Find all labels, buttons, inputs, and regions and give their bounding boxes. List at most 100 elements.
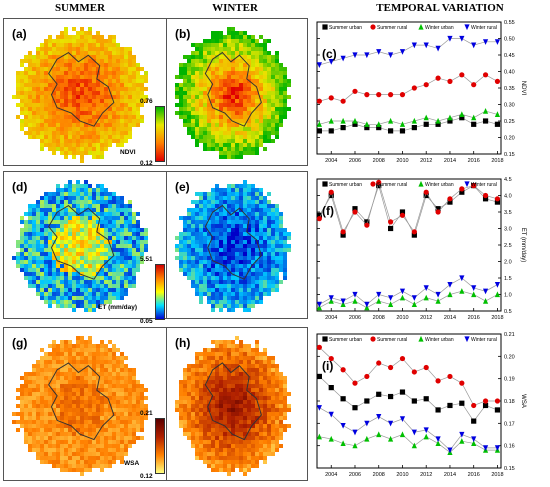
header-winter: WINTER (212, 2, 258, 14)
data-point-summer_urban (316, 373, 322, 380)
map-raster (4, 19, 167, 165)
data-point-winter_urban (364, 121, 370, 127)
data-point-winter_rural (423, 42, 429, 49)
data-point-winter_rural (482, 288, 489, 295)
data-point-summer_urban (364, 398, 370, 404)
data-point-summer_rural (388, 92, 394, 98)
data-point-summer_urban (494, 121, 501, 127)
map-panel-wsa-winter: (h) (166, 327, 308, 481)
colorbar-ndvi (155, 106, 165, 162)
data-point-summer_urban (471, 121, 477, 127)
legend-marker-summer_rural (370, 24, 376, 30)
y-tick-label: 0.21 (504, 332, 515, 338)
y-tick-label: 2.0 (504, 260, 512, 266)
data-point-summer_urban (376, 183, 382, 189)
data-point-summer_rural (399, 212, 406, 218)
map-raster (4, 328, 167, 480)
city-boundary-outer (49, 363, 114, 440)
y-tick-label: 4.5 (504, 177, 512, 183)
x-tick-label: 2012 (420, 158, 432, 164)
series-line-winter_rural (319, 407, 498, 451)
map-panel-wsa-summer: (g) (3, 327, 168, 481)
panel-letter: (d) (12, 180, 28, 194)
data-point-summer_rural (471, 82, 477, 88)
data-point-summer_rural (423, 189, 429, 195)
x-tick-label: 2004 (325, 158, 337, 164)
data-point-summer_urban (494, 199, 501, 205)
data-point-winter_rural (494, 282, 501, 288)
data-point-summer_rural (388, 364, 394, 371)
data-point-summer_urban (471, 418, 477, 424)
data-point-winter_urban (352, 442, 358, 449)
data-point-summer_urban (340, 125, 346, 131)
data-point-summer_rural (328, 95, 334, 101)
panel-letter: (b) (175, 27, 191, 41)
colorbar-ndvi-min: 0.12 (140, 160, 153, 167)
y-tick-label: 1.0 (504, 293, 512, 299)
y-tick-label: 0.55 (504, 20, 515, 26)
data-point-winter_urban (328, 117, 334, 124)
data-point-summer_urban (352, 121, 358, 127)
data-point-winter_urban (376, 431, 382, 438)
data-point-summer_urban (388, 393, 394, 400)
data-point-winter_rural (388, 420, 394, 427)
chart-ndvi-temporal: 0.15 0.20 0.25 0.30 0.35 0.40 0.45 0.50 0.55 2004… (316, 20, 526, 164)
legend-label-summer_rural: Summer rural (377, 337, 407, 343)
data-point-summer_rural (423, 82, 429, 88)
data-point-winter_rural (411, 429, 417, 436)
x-tick-label: 2010 (396, 158, 408, 164)
data-point-winter_urban (364, 435, 370, 442)
data-point-summer_urban (459, 189, 465, 195)
data-point-winter_rural (435, 45, 441, 52)
chart-wsa-temporal: 0.15 0.16 0.17 0.18 0.19 0.20 0.21 2004 2006 2008… (316, 332, 526, 478)
data-point-winter_urban (376, 121, 382, 127)
data-point-winter_rural (494, 445, 501, 451)
x-tick-label: 2004 (325, 315, 337, 321)
colorbar-et-max: 5.51 (140, 256, 153, 263)
x-tick-label: 2016 (468, 158, 480, 164)
series-line-winter_rural (319, 277, 498, 305)
data-point-summer_urban (399, 128, 406, 134)
data-point-summer_rural (376, 179, 382, 185)
data-point-summer_urban (376, 391, 382, 397)
legend-marker-winter_urban (418, 335, 424, 342)
city-boundary-outer (205, 53, 261, 127)
y-axis-label: NDVI (520, 81, 526, 96)
data-point-winter_rural (435, 436, 441, 443)
data-point-summer_urban (435, 206, 441, 212)
panel-letter: (a) (12, 27, 27, 41)
colorbar-wsa-min: 0.12 (140, 473, 153, 480)
data-point-winter_rural (352, 291, 358, 298)
data-point-winter_rural (328, 411, 334, 418)
data-point-winter_rural (423, 285, 429, 291)
data-point-winter_urban (459, 111, 465, 117)
city-boundary-outer (205, 206, 261, 280)
y-tick-label: 0.25 (504, 119, 515, 125)
y-tick-label: 0.35 (504, 86, 515, 92)
data-point-summer_rural (435, 378, 441, 384)
data-point-summer_rural (340, 98, 346, 104)
data-point-winter_urban (482, 298, 489, 304)
x-tick-label: 2014 (444, 315, 456, 321)
data-point-winter_urban (399, 294, 406, 301)
data-point-winter_rural (328, 295, 334, 301)
data-point-winter_rural (471, 436, 477, 443)
data-point-winter_urban (423, 433, 429, 440)
legend-marker-winter_urban (418, 23, 424, 30)
data-point-winter_rural (447, 447, 453, 454)
series-line-winter_urban (319, 434, 498, 453)
map-raster (167, 328, 307, 480)
data-point-summer_rural (352, 380, 358, 386)
colorbar-ndvi-label: NDVI (120, 149, 136, 156)
data-point-winter_rural (423, 427, 429, 434)
map-panel-ndvi-summer: (a) (3, 18, 168, 166)
data-point-summer_rural (316, 344, 322, 350)
legend-marker-winter_rural (464, 24, 470, 31)
data-point-summer_rural (459, 186, 465, 192)
data-point-summer_rural (435, 75, 441, 81)
city-boundary-outer (205, 363, 261, 440)
x-tick-label: 2006 (349, 158, 361, 164)
legend-label-winter_urban: Winter urban (425, 182, 454, 188)
y-tick-label: 0.19 (504, 377, 515, 383)
data-point-summer_rural (482, 398, 489, 404)
